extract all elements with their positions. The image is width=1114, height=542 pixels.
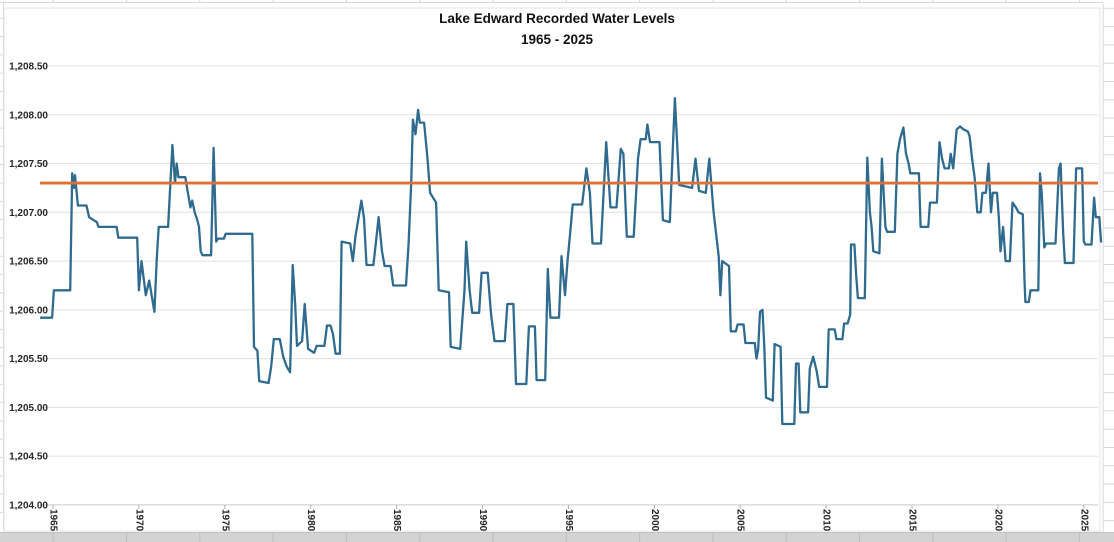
y-axis-labels: 1,208.50 1,208.00 1,207.50 1,207.00 1,206.50… [9,62,48,512]
chart-subtitle: 1965 - 2025 [520,31,594,47]
x-tick-label: 2025 [1078,509,1089,532]
chart-title: Lake Edward Recorded Water Levels [439,11,675,26]
x-tick-label: 1995 [563,509,574,532]
y-tick-label: 1,208.00 [9,110,48,121]
water-level-series-line [39,97,1103,426]
y-tick-label: 1,204.00 [9,500,48,511]
x-tick-label: 1965 [48,509,59,532]
y-tick-label: 1,205.50 [9,354,48,365]
y-tick-label: 1,208.50 [9,62,48,73]
plot-gridlines [40,65,1098,506]
x-tick-label: 1985 [391,509,402,532]
x-axis-labels: 1965 1970 1975 1980 1985 1990 1995 2000 2005 2010… [48,504,1089,532]
y-tick-label: 1,205.00 [9,403,48,414]
x-tick-label: 2020 [992,509,1003,532]
y-tick-label: 1,206.00 [9,305,48,316]
y-tick-label: 1,207.00 [9,208,48,219]
y-tick-label: 1,207.50 [9,159,48,170]
x-tick-label: 2005 [735,509,746,532]
chart-title-block: Lake Edward Recorded Water Levels 1965 -… [439,9,675,51]
x-tick-label: 2000 [649,509,660,532]
x-tick-label: 2015 [907,509,918,532]
x-tick-label: 1975 [219,509,230,532]
x-tick-label: 1970 [133,509,144,532]
y-tick-label: 1,206.50 [9,257,48,268]
x-tick-label: 1990 [477,509,488,532]
y-tick-label: 1,204.50 [9,452,48,463]
x-tick-label: 2010 [821,509,832,532]
x-tick-label: 1980 [305,509,316,532]
